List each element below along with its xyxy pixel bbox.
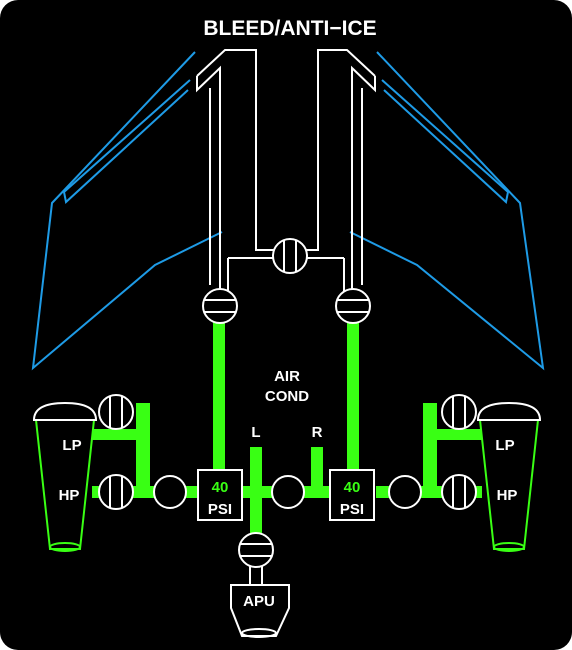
wing-anti-ice-ducts [196,49,376,302]
left-hp-valve-icon[interactable] [98,474,134,510]
apu-icon: APU [230,564,290,638]
right-hp-valve-icon[interactable] [441,474,477,510]
right-duct-pressure-value: 40 [344,479,361,496]
wing-crossover-valve-icon[interactable] [272,238,308,274]
right-engine-bleed-valve-icon[interactable] [388,475,422,509]
left-lp-label: LP [62,437,81,454]
right-wing-outline-icon [349,51,545,371]
apu-bleed-valve-icon[interactable] [238,532,274,568]
left-engine-bleed-valve-icon[interactable] [153,475,187,509]
left-lp-valve-icon[interactable] [98,394,134,430]
right-duct-pressure-unit: PSI [340,501,364,518]
left-wing-anti-ice-valve-icon[interactable] [202,288,238,324]
left-engine-nacelle-icon: LP HP [32,401,98,552]
left-duct-pressure-box: 40 PSI [197,469,243,521]
left-hp-label: HP [59,487,80,504]
apu-label: APU [243,593,275,610]
right-engine-nacelle-icon: LP HP [476,401,542,552]
right-wing-anti-ice-valve-icon[interactable] [335,288,371,324]
page-title: BLEED/ANTI−ICE [203,17,376,40]
right-duct-pressure-box: 40 PSI [329,469,375,521]
center-crossfeed-valve-icon[interactable] [271,475,305,509]
right-lp-label: LP [495,437,514,454]
left-duct-pressure-unit: PSI [208,501,232,518]
air-cond-right-label: R [312,424,323,441]
air-cond-left-label: L [251,424,260,441]
air-cond-label-line1: AIR [274,368,300,385]
left-duct-pressure-value: 40 [212,479,229,496]
right-lp-valve-icon[interactable] [441,394,477,430]
air-cond-label-line2: COND [265,388,309,405]
right-hp-label: HP [497,487,518,504]
left-wing-outline-icon [31,51,223,371]
